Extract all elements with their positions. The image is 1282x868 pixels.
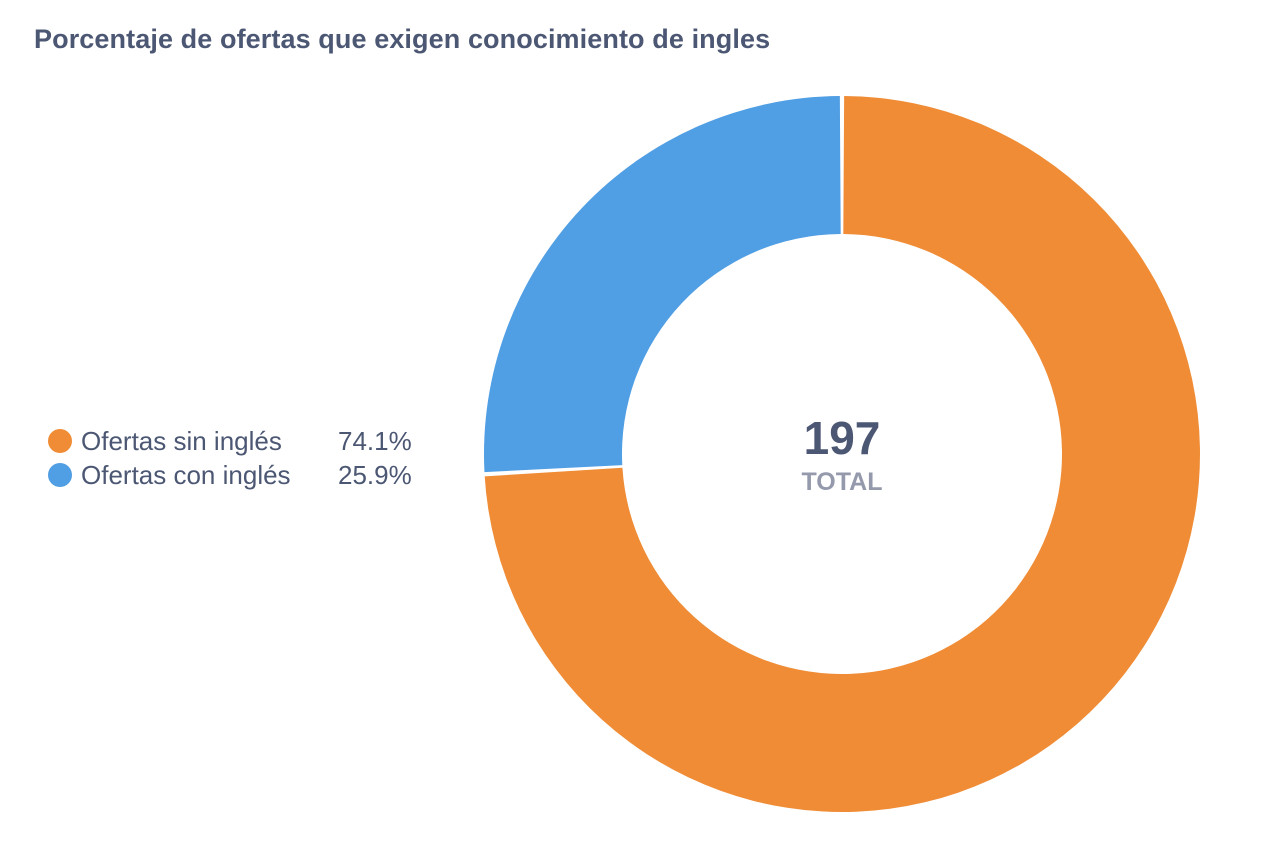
total-value: 197 — [804, 412, 881, 464]
legend-value-sin-ingles: 74.1% — [338, 425, 412, 456]
legend-item-con-ingles[interactable]: Ofertas con inglés 25.9% — [48, 458, 412, 492]
total-label: TOTAL — [801, 468, 882, 496]
legend-dot-con-ingles — [48, 463, 72, 487]
legend-value-con-ingles: 25.9% — [338, 459, 412, 490]
donut-slice-1[interactable] — [484, 96, 841, 473]
legend-label-sin-ingles: Ofertas sin inglés — [81, 425, 282, 456]
legend: Ofertas sin inglés 74.1% Ofertas con ing… — [48, 424, 412, 492]
chart-title: Porcentaje de ofertas que exigen conocim… — [34, 24, 771, 54]
legend-label-con-ingles: Ofertas con inglés — [81, 459, 291, 490]
donut-slice-0[interactable] — [484, 96, 1200, 812]
legend-item-sin-ingles[interactable]: Ofertas sin inglés 74.1% — [48, 424, 412, 458]
donut-slices — [484, 96, 1200, 812]
legend-dot-sin-ingles — [48, 429, 72, 453]
